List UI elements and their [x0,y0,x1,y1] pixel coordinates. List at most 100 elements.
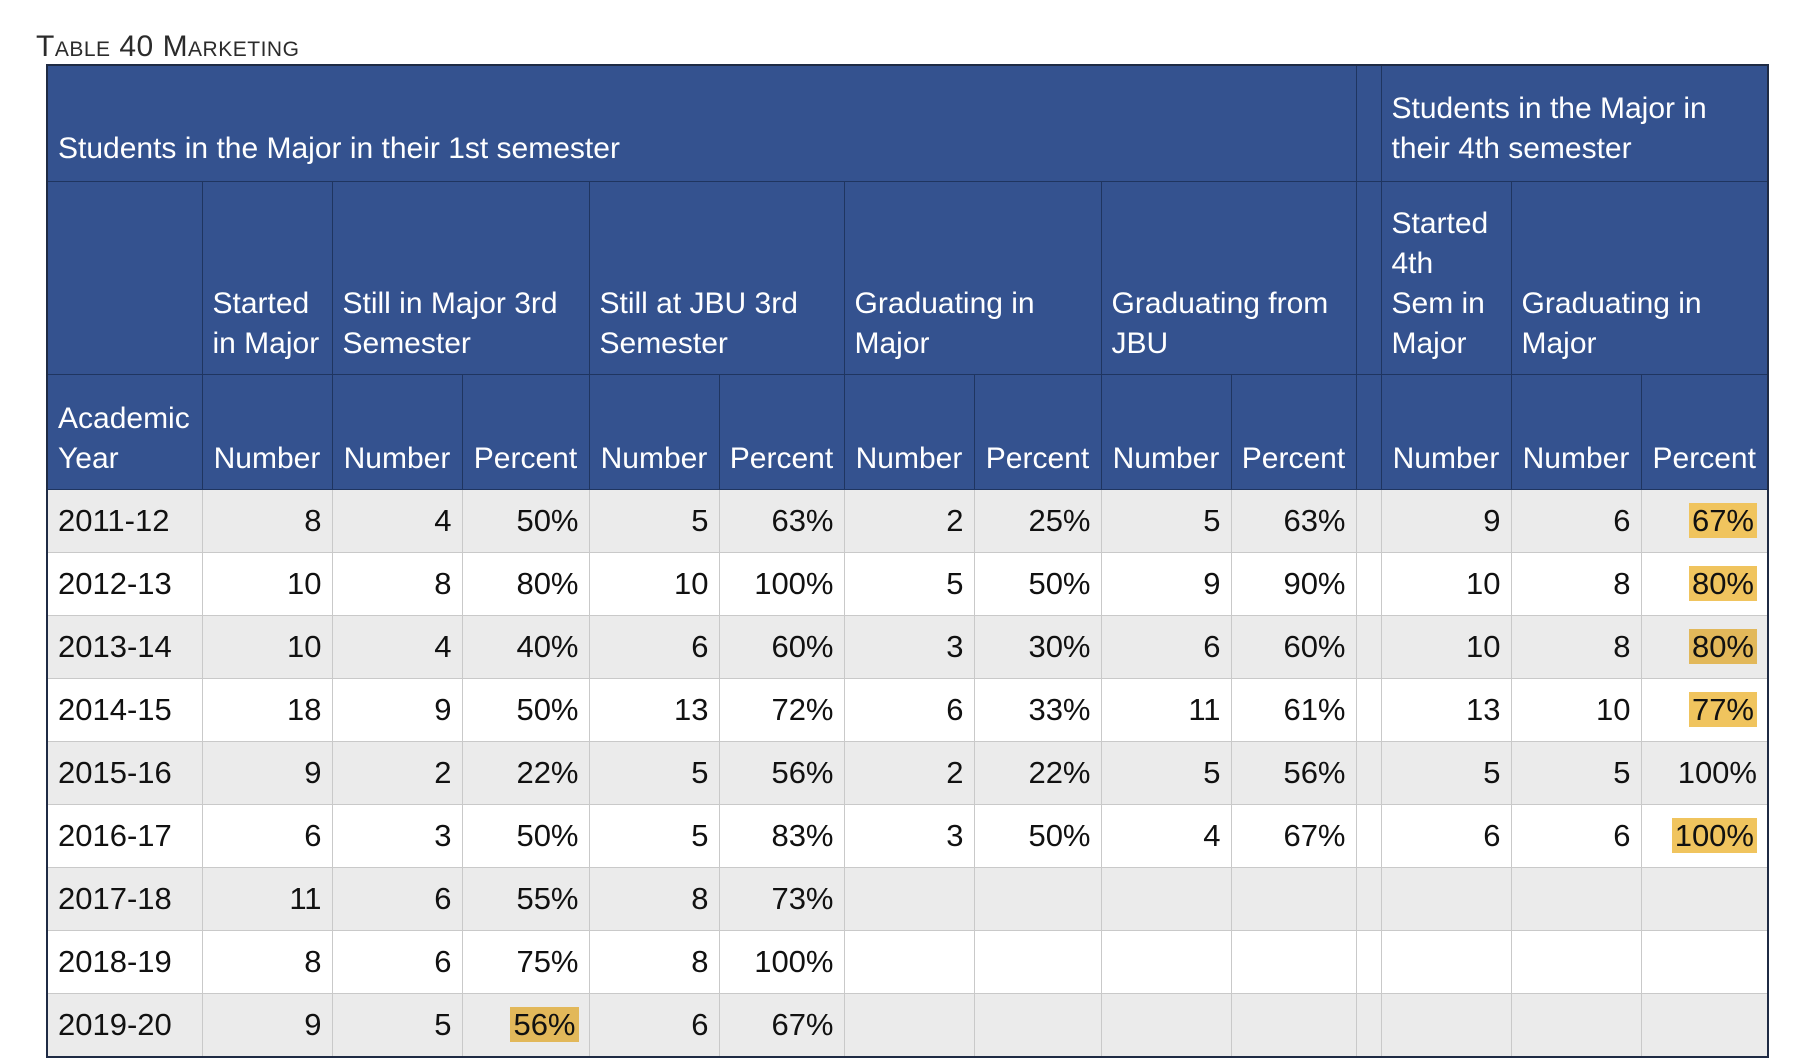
cell-grad-jbu-percent [1230,993,1357,1058]
cell-started: 10 [201,552,333,616]
header-row-groups: Students in the Major in their 1st semes… [46,64,1769,182]
cell-grad-major-percent: 50% [973,804,1102,868]
table-row: 2011-12 8 4 50% 5 63% 2 25% 5 63% 9 6 67… [46,489,1769,553]
cell-still-major-number: 8 [331,552,463,616]
cell-year: 2011-12 [46,489,203,553]
cell-spacer [1355,741,1382,805]
cell-grad-4th-number: 8 [1510,552,1642,616]
table-row: 2018-19 8 6 75% 8 100% [46,930,1769,994]
header-number: Number [588,374,720,490]
cell-grad-major-number: 6 [843,678,975,742]
cell-still-jbu-percent: 83% [718,804,845,868]
cell-still-jbu-number: 5 [588,489,720,553]
header-graduating-from-jbu: Graduating from JBU [1100,181,1357,375]
header-number: Number [843,374,975,490]
cell-still-jbu-percent: 100% [718,930,845,994]
cell-grad-major-percent [973,993,1102,1058]
cell-started: 11 [201,867,333,931]
cell-year: 2016-17 [46,804,203,868]
cell-year: 2012-13 [46,552,203,616]
table-row: 2013-14 10 4 40% 6 60% 3 30% 6 60% 10 8 … [46,615,1769,679]
cell-still-major-number: 2 [331,741,463,805]
cell-spacer [1355,867,1382,931]
header-row-columns: Started in Major Still in Major 3rd Seme… [46,181,1769,375]
cell-started-4th-number: 5 [1380,741,1512,805]
table-row: 2015-16 9 2 22% 5 56% 2 22% 5 56% 5 5 10… [46,741,1769,805]
cell-started-4th-number: 10 [1380,552,1512,616]
retention-table-wrapper: Students in the Major in their 1st semes… [46,64,1769,1058]
header-percent: Percent [1640,374,1769,490]
cell-spacer [1355,993,1382,1058]
cell-year: 2013-14 [46,615,203,679]
group-header-first-semester: Students in the Major in their 1st semes… [46,64,1357,182]
cell-started-4th-number [1380,867,1512,931]
cell-still-major-percent: 50% [461,678,590,742]
cell-still-major-percent: 50% [461,489,590,553]
cell-still-major-number: 5 [331,993,463,1058]
cell-year: 2018-19 [46,930,203,994]
cell-grad-jbu-percent: 63% [1230,489,1357,553]
header-number: Number [1380,374,1512,490]
header-graduating-in-major-4th: Graduating in Major [1510,181,1769,375]
cell-started-4th-number: 9 [1380,489,1512,553]
cell-spacer [1355,615,1382,679]
cell-still-major-number: 9 [331,678,463,742]
header-percent: Percent [1230,374,1357,490]
highlight-badge: 80% [1688,566,1757,601]
cell-still-major-percent: 56% [461,993,590,1058]
cell-grad-major-percent [973,930,1102,994]
cell-started-4th-number: 13 [1380,678,1512,742]
cell-started-4th-number [1380,930,1512,994]
cell-still-major-number: 6 [331,867,463,931]
header-started-in-major: Started in Major [201,181,333,375]
header-started-4th-sem: Started 4th Sem in Major [1380,181,1512,375]
cell-still-jbu-number: 5 [588,741,720,805]
cell-grad-jbu-percent: 67% [1230,804,1357,868]
cell-spacer [1355,678,1382,742]
cell-grad-4th-percent: 67% [1640,489,1769,553]
cell-grad-major-number: 3 [843,804,975,868]
cell-spacer [1355,804,1382,868]
header-number: Number [1510,374,1642,490]
cell-grad-4th-number [1510,930,1642,994]
cell-grad-major-percent: 25% [973,489,1102,553]
cell-still-jbu-number: 6 [588,615,720,679]
cell-still-jbu-number: 10 [588,552,720,616]
cell-started: 8 [201,489,333,553]
cell-still-major-number: 4 [331,615,463,679]
cell-grad-jbu-percent: 60% [1230,615,1357,679]
cell-still-jbu-percent: 67% [718,993,845,1058]
cell-grad-4th-percent [1640,867,1769,931]
cell-still-jbu-percent: 72% [718,678,845,742]
cell-still-major-percent: 80% [461,552,590,616]
cell-still-jbu-percent: 100% [718,552,845,616]
cell-grad-jbu-percent: 90% [1230,552,1357,616]
cell-grad-jbu-number: 5 [1100,741,1232,805]
cell-grad-4th-number [1510,993,1642,1058]
cell-grad-major-percent: 50% [973,552,1102,616]
header-row-subcolumns: Academic Year Number Number Percent Numb… [46,374,1769,490]
cell-still-jbu-number: 8 [588,930,720,994]
group-header-fourth-semester: Students in the Major in their 4th semes… [1380,64,1769,182]
header-percent: Percent [718,374,845,490]
header-percent: Percent [461,374,590,490]
header-still-at-jbu: Still at JBU 3rd Semester [588,181,845,375]
header-academic-year: Academic Year [46,374,203,490]
header-graduating-in-major: Graduating in Major [843,181,1102,375]
cell-grad-major-number: 3 [843,615,975,679]
cell-grad-4th-number: 6 [1510,804,1642,868]
cell-grad-4th-percent: 80% [1640,552,1769,616]
table-row: 2017-18 11 6 55% 8 73% [46,867,1769,931]
header-number: Number [331,374,463,490]
header-percent: Percent [973,374,1102,490]
highlight-badge: 80% [1688,629,1757,664]
highlight-badge: 56% [510,1007,579,1042]
cell-grad-jbu-number: 5 [1100,489,1232,553]
cell-started: 8 [201,930,333,994]
highlight-badge: 77% [1688,692,1757,727]
cell-started-4th-number: 6 [1380,804,1512,868]
cell-grad-jbu-number [1100,993,1232,1058]
cell-grad-4th-number [1510,867,1642,931]
cell-grad-4th-number: 6 [1510,489,1642,553]
cell-grad-jbu-percent [1230,930,1357,994]
